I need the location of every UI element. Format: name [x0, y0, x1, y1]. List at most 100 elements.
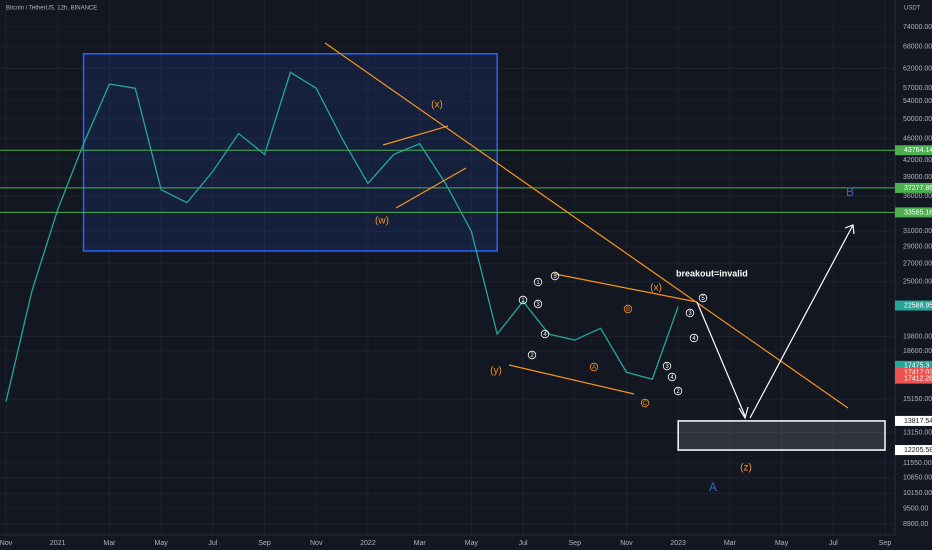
wave-mark [640, 398, 650, 408]
annotation: B [846, 185, 854, 199]
trend-line [324, 42, 849, 409]
wave-mark [662, 361, 672, 371]
trend-line [508, 364, 635, 395]
zone [82, 53, 498, 252]
x-tick-label: 2021 [50, 540, 66, 547]
wave-mark-label: 5 [701, 296, 705, 302]
x-tick-label: Jul [519, 540, 528, 547]
y-tick-label: 29000.00 [903, 244, 932, 251]
y-tick-label: 19800.00 [903, 333, 932, 340]
price-label-box [895, 373, 932, 384]
wave-mark [667, 372, 677, 382]
arrow [696, 301, 746, 417]
annotation: (w) [375, 216, 389, 227]
y-tick-label: 9500.00 [903, 506, 928, 513]
wave-mark-label: A [592, 365, 596, 371]
x-tick-label: Mar [724, 540, 737, 547]
x-tick-label: 2023 [670, 540, 686, 547]
arrow [749, 224, 854, 419]
y-tick-label: 13150.00 [903, 429, 932, 436]
wave-mark [623, 304, 633, 314]
y-tick-label: 31000.00 [903, 228, 932, 235]
price-label: 17417.02 [904, 369, 932, 376]
annotation: (x) [650, 283, 662, 294]
x-tick-label: Sep [569, 540, 582, 547]
x-tick-label: Mar [414, 540, 427, 547]
x-tick-label: Mar [103, 540, 116, 547]
wave-mark-label: 3 [536, 302, 540, 308]
price-label: 37277.86 [904, 185, 932, 192]
x-tick-label: Jul [208, 540, 217, 547]
annotation: breakout=invalid [676, 268, 748, 278]
annotation: (y) [490, 366, 502, 377]
y-tick-label: 10850.00 [903, 475, 932, 482]
x-tick-label: May [775, 540, 789, 547]
wave-mark-label: 2 [676, 389, 680, 395]
chart-title: Bitcoin / TetherUS, 12h, BINANCE [6, 6, 97, 12]
plot [0, 0, 895, 535]
y-tick-label: 11550.00 [903, 460, 932, 467]
wave-mark [698, 293, 708, 303]
price-label-box [895, 367, 932, 378]
price-label-box [895, 445, 932, 456]
wave-mark-label: C [643, 401, 648, 407]
y-tick-label: 74000.00 [903, 24, 932, 31]
price-label-box [895, 145, 932, 156]
price-label: 33585.16 [904, 209, 932, 216]
price-label-box [895, 182, 932, 193]
price-line [5, 71, 679, 402]
y-tick-label: 46000.00 [903, 135, 932, 142]
wave-mark-label: B [626, 307, 630, 313]
y-tick-label: 54000.00 [903, 98, 932, 105]
wave-mark-label: 1 [536, 280, 540, 286]
price-label: 13817.54 [904, 418, 932, 425]
arrow-head [844, 224, 855, 235]
annotation: A [709, 480, 717, 494]
y-tick-label: 8900.00 [903, 521, 928, 528]
x-tick-label: Jul [829, 540, 838, 547]
wave-mark [673, 386, 683, 396]
x-tick-label: 2022 [360, 540, 376, 547]
wave-mark-label: 4 [670, 375, 674, 381]
price-label-box [895, 300, 932, 311]
y-tick-label: 36000.00 [903, 193, 932, 200]
price-label-box [895, 360, 932, 371]
x-tick-label: Nov [0, 540, 13, 547]
wave-mark-label: 4 [692, 336, 696, 342]
wave-mark-label: 1 [521, 298, 525, 304]
wave-mark-label: 3 [665, 364, 669, 370]
y-tick-label: 57000.00 [903, 85, 932, 92]
drawings [324, 42, 855, 420]
wave-mark [550, 271, 560, 281]
wave-mark-label: 2 [530, 353, 534, 359]
annotation: (z) [740, 463, 752, 474]
wave-mark [533, 277, 543, 287]
y-tick-label: 25000.00 [903, 279, 932, 286]
price-label: 17412.28 [904, 375, 932, 382]
price-label: 22588.95 [904, 302, 932, 309]
y-tick-label: 10150.00 [903, 490, 932, 497]
trend-line [395, 167, 467, 209]
wave-mark-label: 3 [688, 311, 692, 317]
y-tick-label: 27000.00 [903, 260, 932, 267]
x-tick-label: Sep [258, 540, 271, 547]
arrow-head [738, 406, 749, 420]
y-tick-label: 15150.00 [903, 396, 932, 403]
zone [677, 420, 886, 451]
y-tick-label: 18600.00 [903, 348, 932, 355]
x-tick-label: Sep [879, 540, 892, 547]
y-tick-label: 62000.00 [903, 65, 932, 72]
wave-mark [533, 299, 543, 309]
price-label: 17475.3 [904, 363, 929, 370]
trend-line [554, 273, 698, 303]
trend-line [382, 125, 449, 146]
labels: 13817.54 12205.58 43764.14 37277.86 33585.16… [375, 100, 932, 494]
x-tick-label: Nov [620, 540, 633, 547]
wave-mark [589, 362, 599, 372]
currency: USDT [904, 6, 921, 12]
x-tick-label: May [465, 540, 479, 547]
price-label-box [895, 415, 932, 426]
wave-mark-label: 5 [553, 274, 557, 280]
